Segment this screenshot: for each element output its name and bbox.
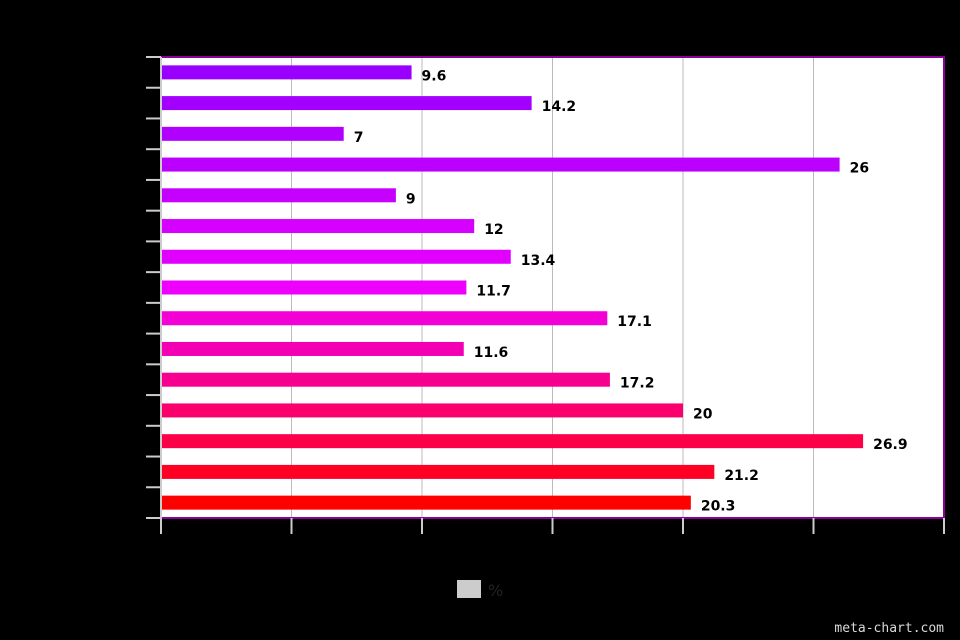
axes <box>146 56 945 534</box>
bar-value-label: 20 <box>693 406 713 422</box>
bar-value-label: 20.3 <box>701 499 736 515</box>
bar[interactable] <box>161 464 715 479</box>
legend-swatch[interactable] <box>457 580 481 598</box>
bar[interactable] <box>161 157 840 172</box>
bar-value-label: 21.2 <box>724 468 759 484</box>
bar[interactable] <box>161 341 464 356</box>
bar-value-label: 9 <box>406 191 416 207</box>
bar[interactable] <box>161 403 683 418</box>
bar[interactable] <box>161 96 532 111</box>
bar-value-label: 11.7 <box>476 284 511 300</box>
bar[interactable] <box>161 280 467 295</box>
bar[interactable] <box>161 65 412 80</box>
bar[interactable] <box>161 188 396 203</box>
data-labels: 9.6 14.2 7 26 9 12 13.4 11.7 17.1 11.6 17.2 20 26.9 2… <box>354 68 908 514</box>
bar[interactable] <box>161 219 475 234</box>
watermark: meta-chart.com <box>834 621 944 636</box>
legend-label[interactable]: % <box>488 581 503 600</box>
bar-value-label: 13.4 <box>521 253 556 269</box>
bar-value-label: 14.2 <box>542 99 577 115</box>
bar-value-label: 11.6 <box>474 345 509 361</box>
bar-value-label: 17.1 <box>617 314 652 330</box>
bar-value-label: 9.6 <box>422 68 447 84</box>
bar-value-label: 17.2 <box>620 376 655 392</box>
bar[interactable] <box>161 495 691 510</box>
bar-value-label: 7 <box>354 130 364 146</box>
bar-value-label: 12 <box>484 222 503 238</box>
bar[interactable] <box>161 372 610 387</box>
bar[interactable] <box>161 311 608 326</box>
bar[interactable] <box>161 434 864 449</box>
bar-value-label: 26 <box>850 161 869 177</box>
bar[interactable] <box>161 249 511 264</box>
legend[interactable]: % <box>457 580 503 600</box>
bar[interactable] <box>161 126 344 141</box>
bar-value-label: 26.9 <box>873 437 908 453</box>
bars <box>161 65 864 510</box>
